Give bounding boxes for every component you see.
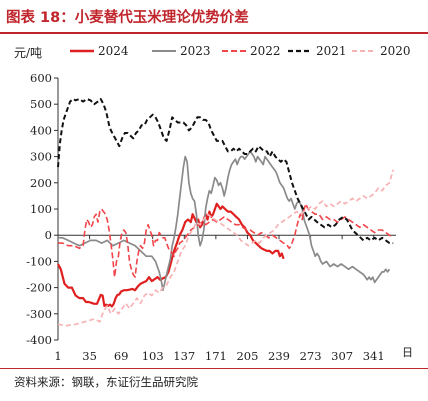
- x-tick-label: 137: [173, 349, 195, 363]
- y-tick-label: 200: [30, 176, 52, 190]
- x-tick-label: 239: [268, 349, 290, 363]
- x-tick-label: 205: [236, 349, 258, 363]
- y-tick-label: -400: [26, 333, 52, 347]
- y-axis-label: 元/吨: [14, 46, 42, 60]
- series-line-2022: [58, 203, 394, 278]
- y-tick-label: 0: [45, 228, 52, 242]
- x-tick-label: 69: [114, 349, 129, 363]
- x-tick-label: 171: [205, 349, 227, 363]
- legend-label-2023: 2023: [180, 44, 211, 58]
- y-tick-label: 300: [30, 150, 52, 164]
- y-axis: -400 -300 -200 -100 0 100 200 300 400 500 600: [26, 71, 59, 347]
- title-rule: [0, 32, 428, 34]
- x-tick-label: 341: [363, 349, 385, 363]
- y-tick-label: 400: [30, 123, 52, 137]
- bottom-rule: [0, 368, 428, 369]
- y-tick-label: -200: [26, 281, 52, 295]
- x-tick-label: 273: [300, 349, 322, 363]
- series-line-2020: [57, 169, 395, 327]
- y-tick-label: -100: [26, 254, 52, 268]
- series-line-2023: [58, 150, 391, 292]
- x-tick-label: 1: [54, 349, 61, 363]
- x-tick-label: 103: [142, 349, 164, 363]
- plot-area: [57, 98, 395, 327]
- series-line-2021: [57, 98, 394, 245]
- y-tick-label: 100: [30, 202, 52, 216]
- y-tick-label: -300: [26, 307, 52, 321]
- legend-label-2024: 2024: [98, 44, 129, 58]
- x-tick-label: 307: [331, 349, 353, 363]
- legend-label-2022: 2022: [250, 44, 281, 58]
- x-axis: 1 35 69 103 137 171 205 239 273 307 341: [54, 234, 396, 363]
- legend-label-2020: 2020: [380, 44, 411, 58]
- x-axis-label: 日: [402, 346, 413, 359]
- legend: 2024 2023 2022 2021 2020: [70, 44, 411, 58]
- y-tick-label: 600: [30, 71, 52, 85]
- figure-title: 图表 18：小麦替代玉米理论优势价差: [6, 10, 249, 26]
- legend-label-2021: 2021: [316, 44, 347, 58]
- source-note: 资料来源：钢联，东证衍生品研究院: [14, 375, 198, 389]
- y-tick-label: 500: [30, 97, 52, 111]
- x-tick-label: 35: [82, 349, 97, 363]
